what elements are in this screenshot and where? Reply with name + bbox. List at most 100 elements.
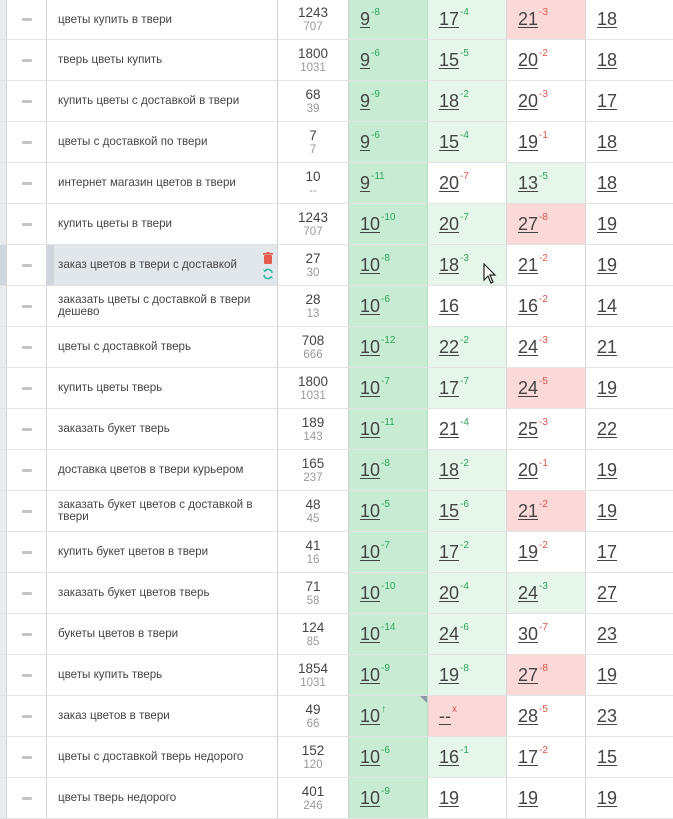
row-handle[interactable] bbox=[0, 614, 7, 654]
minus-icon[interactable] bbox=[21, 18, 32, 21]
row-handle[interactable] bbox=[0, 327, 7, 367]
position-link[interactable]: 25 bbox=[518, 418, 539, 439]
minus-icon[interactable] bbox=[21, 468, 32, 472]
position-link[interactable]: 17 bbox=[597, 541, 618, 562]
row-handle[interactable] bbox=[0, 737, 7, 777]
row-toggle[interactable] bbox=[7, 573, 47, 613]
position-link[interactable]: 19 bbox=[518, 541, 539, 562]
position-link[interactable]: 9 bbox=[360, 131, 371, 152]
position-link[interactable]: 21 bbox=[597, 336, 618, 357]
position-link[interactable]: 20 bbox=[439, 172, 460, 193]
position-link[interactable]: 21 bbox=[518, 254, 539, 275]
position-link[interactable]: 19 bbox=[518, 787, 539, 808]
position-link[interactable]: 9 bbox=[360, 49, 371, 70]
position-link[interactable]: 20 bbox=[518, 459, 539, 480]
position-link[interactable]: 27 bbox=[518, 664, 539, 685]
position-link[interactable]: 10 bbox=[360, 541, 381, 562]
row-toggle[interactable] bbox=[7, 778, 47, 818]
row-handle[interactable] bbox=[0, 245, 7, 285]
position-link[interactable]: 9 bbox=[360, 9, 371, 29]
position-link[interactable]: 19 bbox=[597, 459, 618, 480]
position-link[interactable]: 19 bbox=[597, 254, 618, 275]
row-toggle[interactable] bbox=[7, 245, 47, 285]
position-link[interactable]: -- bbox=[439, 705, 451, 726]
position-link[interactable]: 21 bbox=[518, 9, 539, 29]
position-link[interactable]: 20 bbox=[518, 90, 539, 111]
position-link[interactable]: 18 bbox=[597, 131, 618, 152]
row-toggle[interactable] bbox=[7, 737, 47, 777]
row-toggle[interactable] bbox=[7, 163, 47, 203]
position-link[interactable]: 10 bbox=[360, 746, 381, 767]
minus-icon[interactable] bbox=[21, 632, 32, 636]
position-link[interactable]: 19 bbox=[597, 664, 618, 685]
row-handle[interactable] bbox=[0, 163, 7, 203]
position-link[interactable]: 20 bbox=[439, 213, 460, 234]
position-link[interactable]: 18 bbox=[439, 459, 460, 480]
position-link[interactable]: 22 bbox=[439, 336, 460, 357]
position-link[interactable]: 10 bbox=[360, 336, 381, 357]
row-toggle[interactable] bbox=[7, 532, 47, 572]
position-link[interactable]: 10 bbox=[360, 582, 381, 603]
position-link[interactable]: 19 bbox=[597, 787, 618, 808]
row-toggle[interactable] bbox=[7, 696, 47, 736]
position-link[interactable]: 20 bbox=[439, 582, 460, 603]
position-link[interactable]: 10 bbox=[360, 500, 381, 521]
position-link[interactable]: 17 bbox=[439, 9, 460, 29]
minus-icon[interactable] bbox=[21, 796, 32, 800]
position-link[interactable]: 15 bbox=[439, 131, 460, 152]
minus-icon[interactable] bbox=[21, 509, 32, 513]
position-link[interactable]: 18 bbox=[439, 254, 460, 275]
row-handle[interactable] bbox=[0, 122, 7, 162]
position-link[interactable]: 17 bbox=[439, 541, 460, 562]
position-link[interactable]: 10 bbox=[360, 664, 381, 685]
position-link[interactable]: 18 bbox=[597, 49, 618, 70]
position-link[interactable]: 10 bbox=[360, 377, 381, 398]
position-link[interactable]: 15 bbox=[439, 500, 460, 521]
position-link[interactable]: 24 bbox=[518, 582, 539, 603]
row-toggle[interactable] bbox=[7, 40, 47, 80]
position-link[interactable]: 27 bbox=[518, 213, 539, 234]
row-toggle[interactable] bbox=[7, 450, 47, 490]
row-toggle[interactable] bbox=[7, 81, 47, 121]
position-link[interactable]: 21 bbox=[518, 500, 539, 521]
row-handle[interactable] bbox=[0, 409, 7, 449]
row-handle[interactable] bbox=[0, 532, 7, 572]
position-link[interactable]: 23 bbox=[597, 705, 618, 726]
row-handle[interactable] bbox=[0, 0, 7, 39]
position-link[interactable]: 18 bbox=[597, 172, 618, 193]
position-link[interactable]: 10 bbox=[360, 623, 381, 644]
minus-icon[interactable] bbox=[21, 222, 32, 226]
minus-icon[interactable] bbox=[21, 304, 32, 308]
position-link[interactable]: 10 bbox=[360, 459, 381, 480]
position-link[interactable]: 10 bbox=[360, 705, 381, 726]
minus-icon[interactable] bbox=[21, 591, 32, 595]
position-link[interactable]: 9 bbox=[360, 172, 371, 193]
position-link[interactable]: 16 bbox=[518, 295, 539, 316]
row-toggle[interactable] bbox=[7, 368, 47, 408]
position-link[interactable]: 10 bbox=[360, 295, 381, 316]
minus-icon[interactable] bbox=[21, 181, 32, 185]
position-link[interactable]: 19 bbox=[597, 213, 618, 234]
minus-icon[interactable] bbox=[21, 427, 32, 431]
minus-icon[interactable] bbox=[21, 58, 32, 62]
row-handle[interactable] bbox=[0, 368, 7, 408]
position-link[interactable]: 10 bbox=[360, 254, 381, 275]
position-link[interactable]: 23 bbox=[597, 623, 618, 644]
position-link[interactable]: 10 bbox=[360, 787, 381, 808]
row-handle[interactable] bbox=[0, 286, 7, 326]
position-link[interactable]: 16 bbox=[439, 295, 460, 316]
position-link[interactable]: 13 bbox=[518, 172, 539, 193]
row-toggle[interactable] bbox=[7, 122, 47, 162]
row-handle[interactable] bbox=[0, 204, 7, 244]
row-handle[interactable] bbox=[0, 655, 7, 695]
position-link[interactable]: 19 bbox=[597, 500, 618, 521]
position-link[interactable]: 10 bbox=[360, 213, 381, 234]
row-handle[interactable] bbox=[0, 778, 7, 818]
row-handle[interactable] bbox=[0, 491, 7, 531]
row-toggle[interactable] bbox=[7, 204, 47, 244]
position-link[interactable]: 16 bbox=[439, 746, 460, 767]
position-link[interactable]: 28 bbox=[518, 705, 539, 726]
row-handle[interactable] bbox=[0, 40, 7, 80]
minus-icon[interactable] bbox=[21, 386, 32, 390]
position-link[interactable]: 19 bbox=[439, 787, 460, 808]
